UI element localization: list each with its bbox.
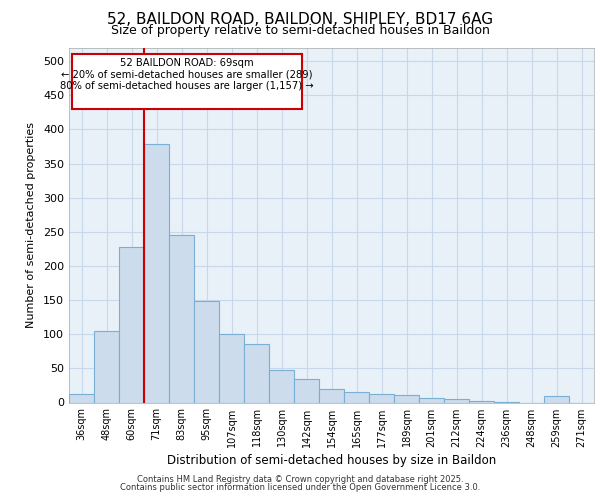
Bar [269,370,294,402]
Bar [194,302,219,402]
Text: Contains HM Land Registry data © Crown copyright and database right 2025.: Contains HM Land Registry data © Crown c… [137,475,463,484]
X-axis label: Distribution of semi-detached houses by size in Baildon: Distribution of semi-detached houses by … [167,454,496,466]
Bar [244,344,269,403]
Bar [219,334,244,402]
Bar [344,392,369,402]
Bar [444,399,469,402]
Bar [419,398,444,402]
Bar [319,389,344,402]
Bar [119,247,144,402]
Text: Size of property relative to semi-detached houses in Baildon: Size of property relative to semi-detach… [110,24,490,37]
Bar [394,395,419,402]
Bar [144,144,169,402]
Bar [369,394,394,402]
Text: 52 BAILDON ROAD: 69sqm
← 20% of semi-detached houses are smaller (289)
80% of se: 52 BAILDON ROAD: 69sqm ← 20% of semi-det… [59,58,313,91]
FancyBboxPatch shape [71,54,302,109]
Text: Contains public sector information licensed under the Open Government Licence 3.: Contains public sector information licen… [120,483,480,492]
Text: 52, BAILDON ROAD, BAILDON, SHIPLEY, BD17 6AG: 52, BAILDON ROAD, BAILDON, SHIPLEY, BD17… [107,12,493,28]
Y-axis label: Number of semi-detached properties: Number of semi-detached properties [26,122,36,328]
Bar [544,396,569,402]
Bar [294,378,319,402]
Bar [69,394,94,402]
Bar [169,235,194,402]
Bar [94,331,119,402]
Bar [469,401,494,402]
